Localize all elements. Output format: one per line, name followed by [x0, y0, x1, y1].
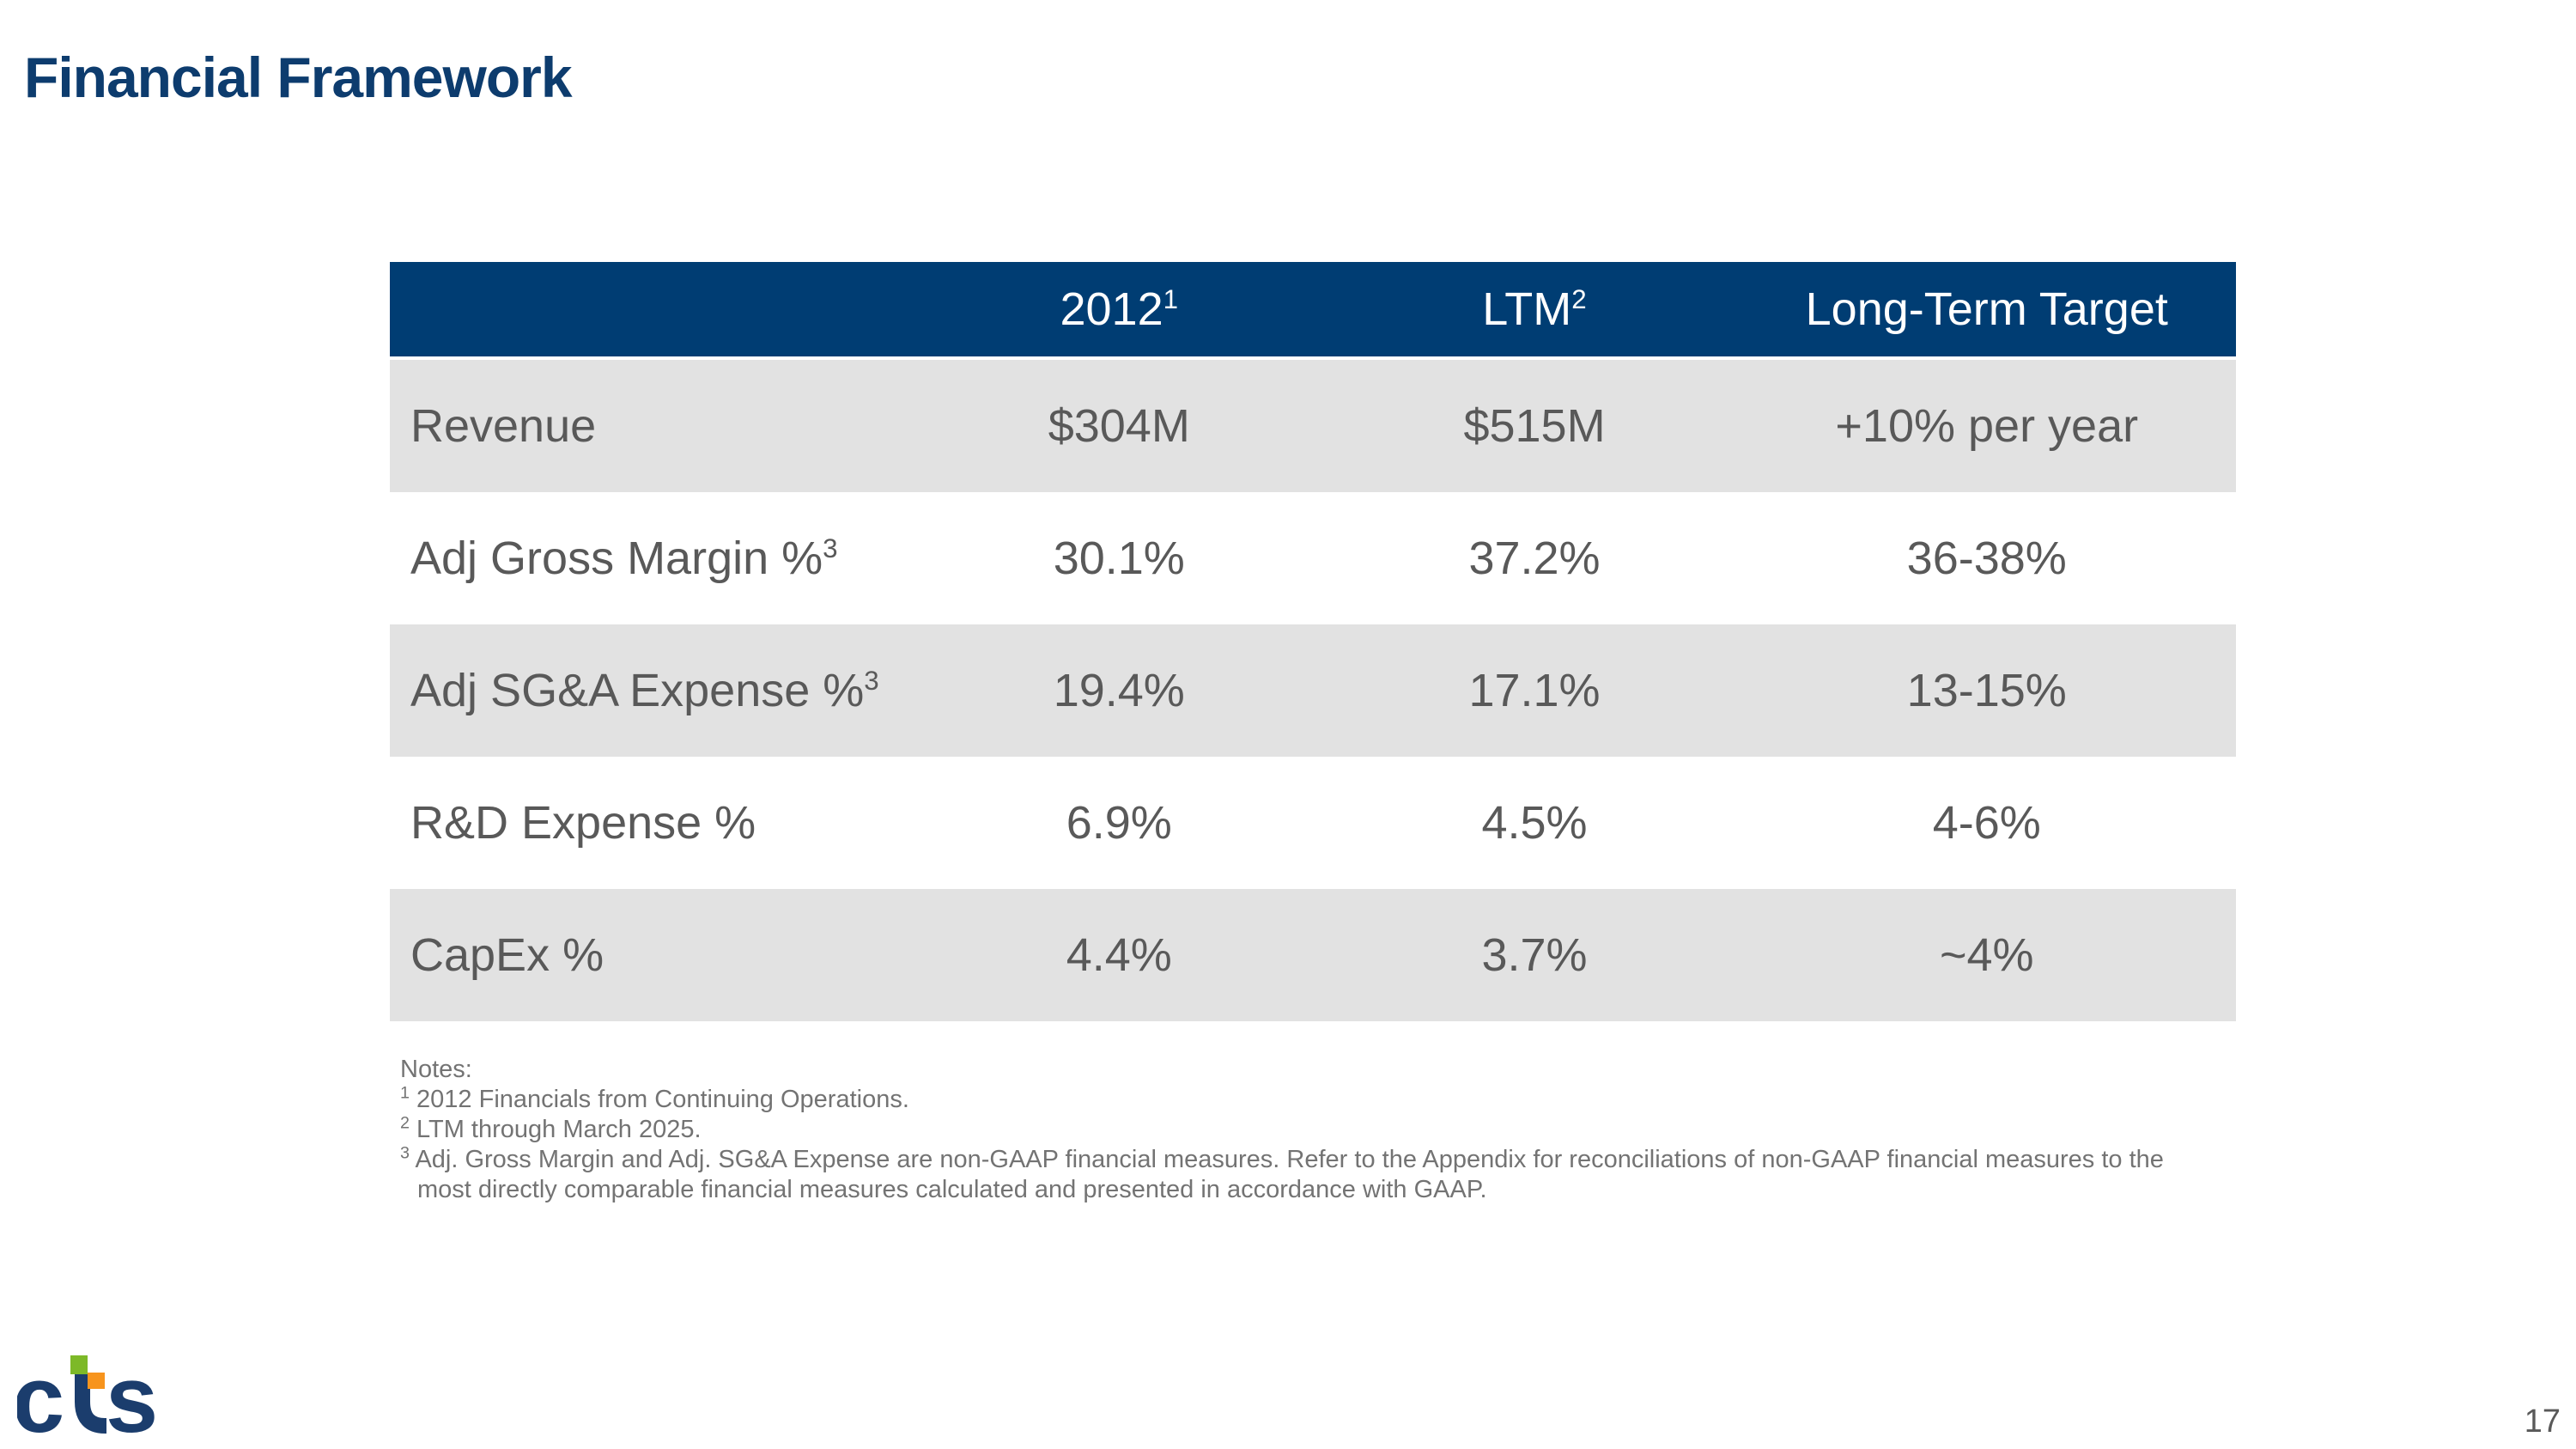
cell-ltm-value: 4.5% [1481, 797, 1588, 849]
row-label: CapEx % [390, 889, 907, 1021]
notes-heading: Notes: [400, 1056, 472, 1083]
footnote-2: 2 LTM through March 2025. [400, 1113, 2195, 1145]
cell-target-value: +10% per year [1737, 360, 2236, 492]
footnotes-block: Notes: 1 2012 Financials from Continuing… [400, 1055, 2195, 1205]
page-number: 17 [2524, 1403, 2561, 1440]
logo-letter-s: s [106, 1349, 158, 1443]
row-label: Adj Gross Margin %3 [390, 492, 907, 624]
footnote-text: LTM through March 2025. [416, 1116, 702, 1143]
table-header-row: 20121 LTM2 Long-Term Target [390, 262, 2236, 360]
header-cell-target: Long-Term Target [1737, 262, 2236, 360]
footnote-3: 3 Adj. Gross Margin and Adj. SG&A Expens… [400, 1143, 2195, 1205]
cell-2012-value: 6.9% [1066, 797, 1172, 849]
cell-2012-value: $304M [907, 360, 1332, 492]
footnote-ref-3: 3 [864, 666, 879, 696]
cell-ltm-value: $515M [1331, 360, 1738, 492]
cell-target-value: 4-6% [1932, 797, 2041, 849]
footnote-marker: 1 [400, 1083, 410, 1103]
footnote-ref-3: 3 [823, 533, 838, 563]
footnote-ref-1: 1 [1163, 284, 1179, 314]
logo-orange-square [88, 1373, 105, 1389]
header-ltm-label: LTM [1482, 283, 1572, 335]
logo-letter-c: c [17, 1349, 64, 1443]
cell-2012-value: 4.4% [907, 889, 1332, 1021]
cell-target-value: 13-15% [1737, 624, 2236, 757]
footnote-1: 1 2012 Financials from Continuing Operat… [400, 1083, 2195, 1115]
row-label-text: Adj Gross Margin % [410, 533, 823, 584]
header-cell-ltm: LTM2 [1331, 262, 1738, 360]
table-row-capex: CapEx % 4.4% 3.7% ~4% [390, 889, 2236, 1021]
cell-2012-value: 30.1% [1053, 533, 1185, 584]
financial-framework-table: 20121 LTM2 Long-Term Target Revenue $304… [390, 262, 2236, 1021]
header-cell-empty [390, 262, 907, 360]
cts-logo: c s [17, 1349, 163, 1443]
page-title: Financial Framework [24, 46, 573, 110]
cell-ltm-value: 37.2% [1468, 533, 1601, 584]
table-row-adj-sga-expense: Adj SG&A Expense %3 19.4% 17.1% 13-15% [390, 624, 2236, 757]
row-label-text: R&D Expense % [410, 797, 756, 849]
row-label-text: Revenue [410, 400, 597, 452]
logo-green-square [70, 1355, 88, 1374]
cell-2012-value: 19.4% [907, 624, 1332, 757]
header-2012-label: 2012 [1060, 283, 1163, 335]
cell-target-value: ~4% [1737, 889, 2236, 1021]
row-label-text: CapEx % [410, 929, 605, 981]
cell-ltm-value: 17.1% [1331, 624, 1738, 757]
table-row-rd-expense: R&D Expense % 6.9% 4.5% 4-6% [390, 757, 2236, 889]
row-label: Adj SG&A Expense %3 [390, 624, 907, 757]
footnote-marker: 3 [400, 1143, 410, 1163]
footnote-text: Adj. Gross Margin and Adj. SG&A Expense … [415, 1146, 2164, 1203]
cell-ltm-value: 3.7% [1331, 889, 1738, 1021]
row-label: R&D Expense % [390, 757, 907, 889]
cell-target-value: 36-38% [1906, 533, 2067, 584]
footnote-ref-2: 2 [1571, 284, 1587, 314]
footnote-text: 2012 Financials from Continuing Operatio… [416, 1086, 909, 1113]
footnote-marker: 2 [400, 1113, 410, 1133]
logo-letter-t-stroke [75, 1374, 106, 1434]
row-label: Revenue [390, 360, 907, 492]
header-cell-2012: 20121 [907, 262, 1332, 360]
row-label-text: Adj SG&A Expense % [410, 665, 865, 716]
table-row-adj-gross-margin: Adj Gross Margin %3 30.1% 37.2% 36-38% [390, 492, 2236, 624]
table-row-revenue: Revenue $304M $515M +10% per year [390, 360, 2236, 492]
